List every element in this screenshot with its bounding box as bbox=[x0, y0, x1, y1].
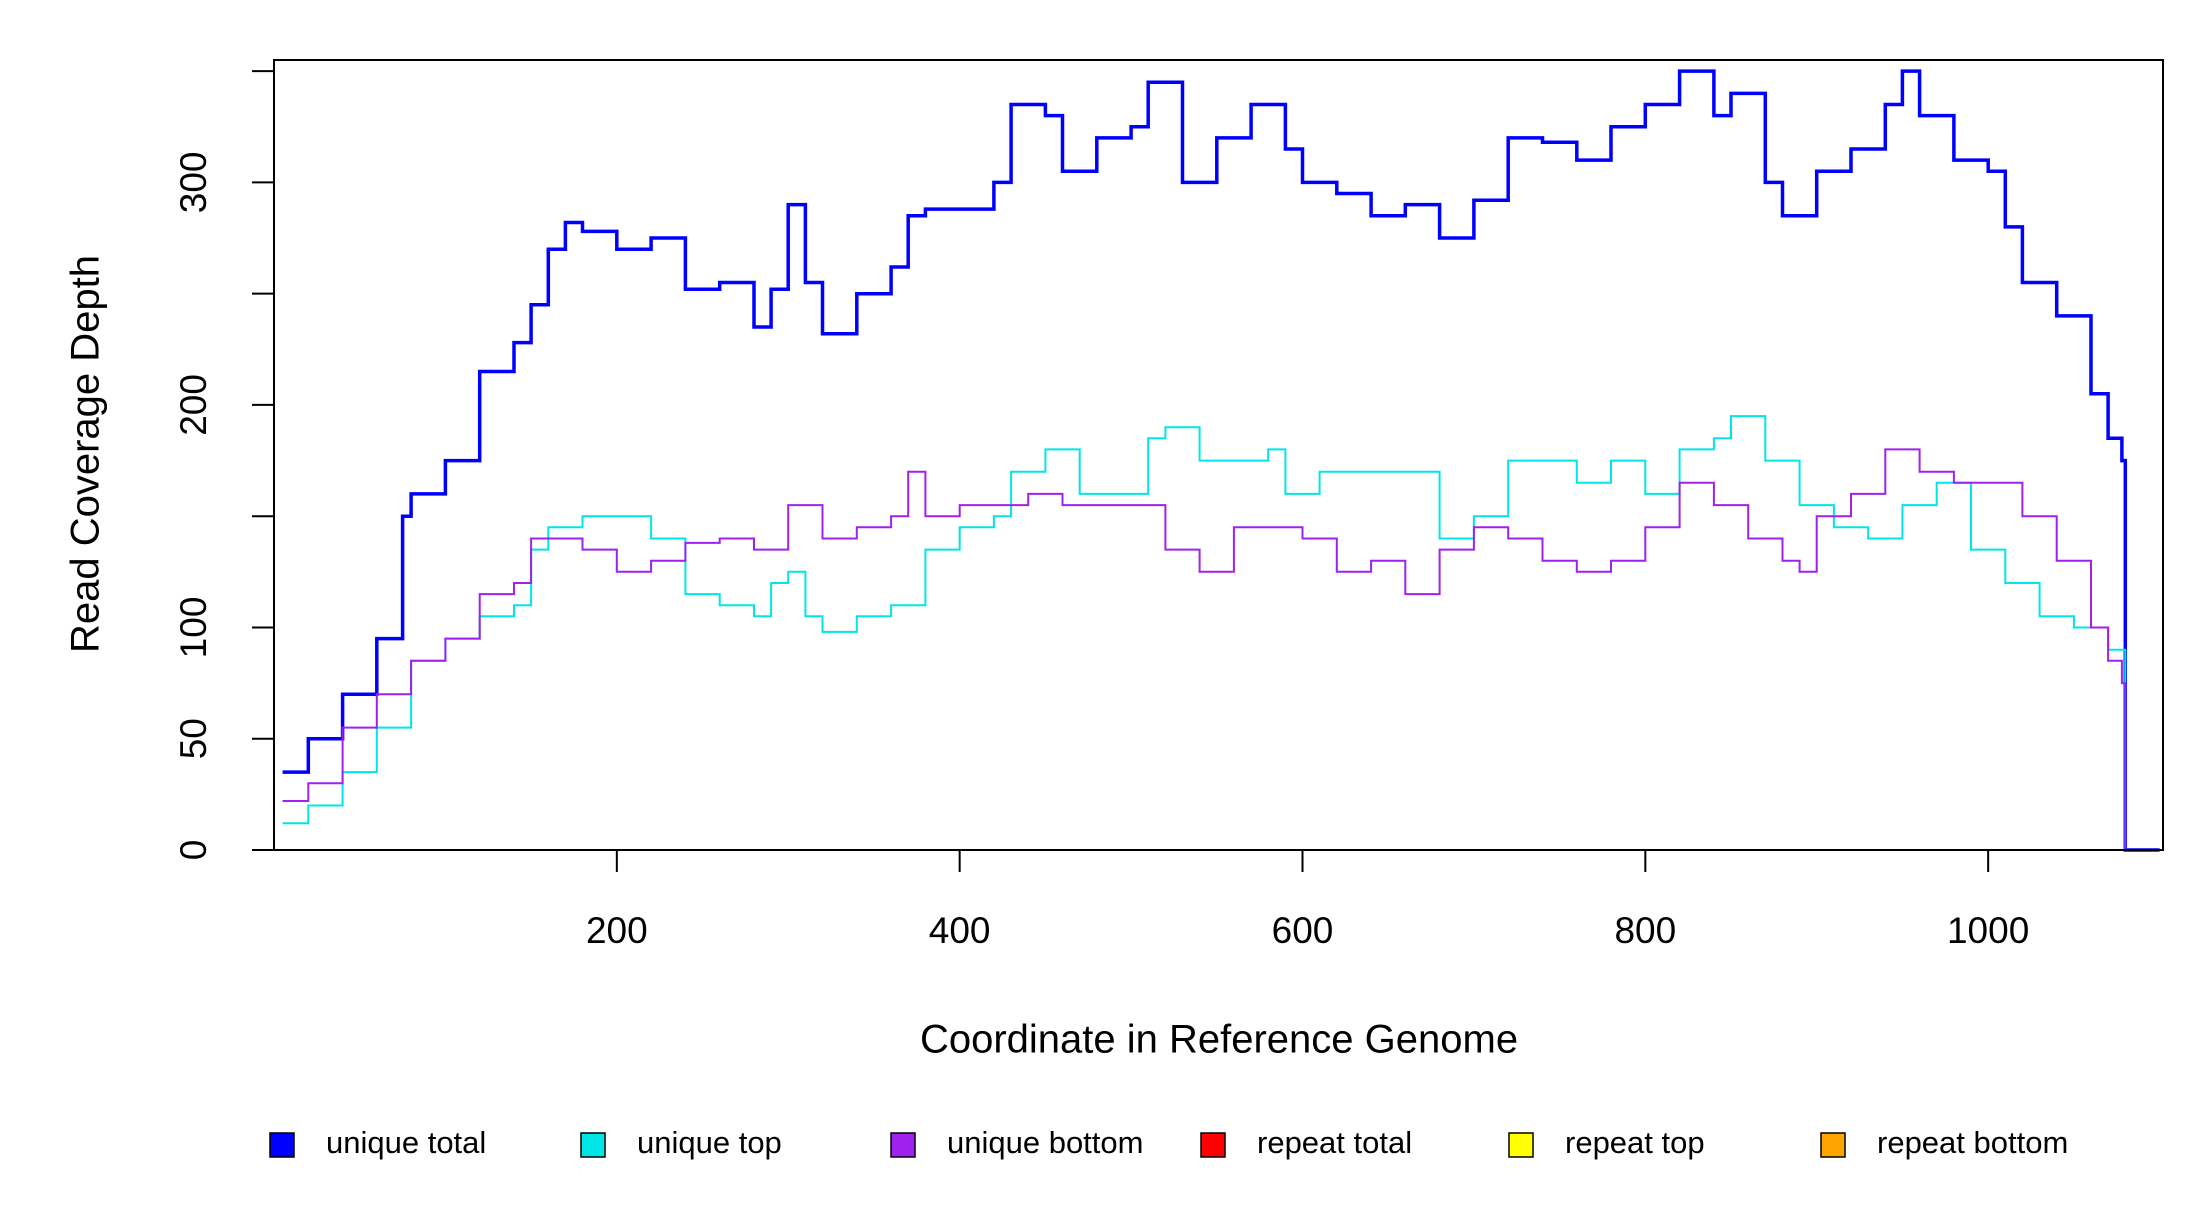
legend-swatch bbox=[580, 1132, 606, 1158]
legend-swatch bbox=[1508, 1132, 1534, 1158]
y-tick-label: 0 bbox=[173, 840, 214, 861]
legend-swatch bbox=[1820, 1132, 1846, 1158]
legend-label: unique total bbox=[326, 1125, 486, 1160]
x-tick-label: 200 bbox=[586, 910, 648, 951]
x-tick-label: 400 bbox=[929, 910, 991, 951]
series-line bbox=[282, 448, 2160, 851]
series-line bbox=[282, 415, 2160, 851]
legend-label: unique bottom bbox=[947, 1125, 1143, 1160]
y-tick-label: 100 bbox=[173, 597, 214, 659]
y-tick-label: 50 bbox=[173, 718, 214, 759]
legend-swatch bbox=[269, 1132, 295, 1158]
legend-swatch bbox=[890, 1132, 916, 1158]
x-tick-label: 600 bbox=[1272, 910, 1334, 951]
legend-label: repeat total bbox=[1257, 1125, 1412, 1160]
legend-label: unique top bbox=[637, 1125, 782, 1160]
legend-label: repeat top bbox=[1565, 1125, 1705, 1160]
x-axis-title: Coordinate in Reference Genome bbox=[920, 1018, 1518, 1062]
series-line bbox=[282, 69, 2160, 852]
x-tick-label: 800 bbox=[1614, 910, 1676, 951]
y-tick-label: 200 bbox=[173, 374, 214, 436]
plot-frame bbox=[273, 59, 2164, 851]
legend-label: repeat bottom bbox=[1877, 1125, 2068, 1160]
legend-swatch bbox=[1200, 1132, 1226, 1158]
y-axis-title: Read Coverage Depth bbox=[64, 255, 108, 653]
x-tick-label: 1000 bbox=[1947, 910, 2029, 951]
y-tick-label: 300 bbox=[173, 152, 214, 214]
